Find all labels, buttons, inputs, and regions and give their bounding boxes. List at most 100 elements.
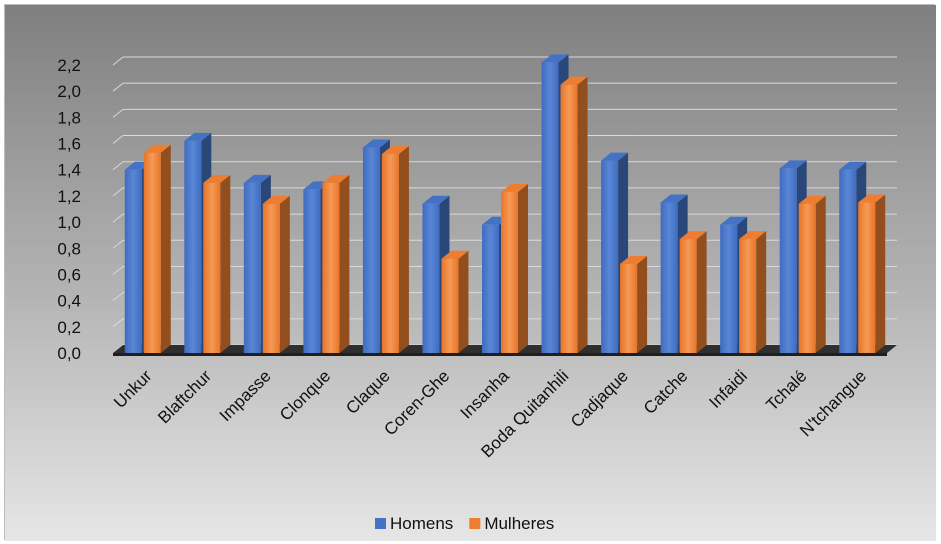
bar-top [422, 195, 450, 204]
gridline-depth [112, 135, 124, 144]
bar-side [637, 255, 648, 353]
gridline-depth [112, 161, 124, 171]
y-tick-label: 1,8 [57, 108, 81, 127]
bar-mulheres-13 [858, 194, 886, 353]
bar-mulheres-2 [203, 174, 231, 353]
bar-front [560, 84, 578, 354]
gridline-depth [112, 187, 124, 197]
bar-front [184, 140, 202, 353]
bar-top [798, 195, 826, 204]
bar-top [441, 250, 469, 259]
bar-front [501, 191, 518, 353]
bar-front [441, 258, 459, 353]
bar-mulheres-9 [620, 255, 648, 353]
bar-side [220, 174, 231, 353]
y-tick-label: 0,4 [57, 292, 81, 311]
legend: Homens Mulheres [375, 514, 554, 533]
bar-front [124, 169, 142, 353]
bar-front [739, 239, 757, 353]
bar-front [362, 147, 380, 353]
y-tick-label: 0,6 [57, 265, 81, 284]
bar-side [279, 195, 290, 353]
bar-front [303, 189, 321, 353]
bar-top [143, 144, 171, 153]
bar-top [243, 174, 271, 183]
bar-side [458, 250, 469, 353]
gridline-depth [112, 56, 124, 66]
bar-top [203, 174, 231, 183]
legend-swatch-homens [375, 518, 386, 529]
bar-top [381, 146, 409, 155]
bar-front [720, 224, 738, 353]
bar-front [679, 239, 697, 353]
bar-side [756, 231, 767, 353]
bar-mulheres-10 [679, 231, 707, 353]
bar-top [660, 194, 688, 203]
bar-top [322, 174, 350, 183]
gridline-depth [112, 266, 124, 275]
bars [124, 54, 886, 354]
bar-front [243, 182, 261, 353]
gridline-depth [112, 108, 124, 118]
y-tick-label: 1,0 [57, 213, 81, 232]
bar-front [262, 203, 280, 353]
bar-front [322, 182, 340, 353]
gridline-depth [112, 318, 124, 328]
y-tick-label: 1,6 [57, 135, 81, 154]
bar-mulheres-7 [501, 183, 528, 353]
bar-mulheres-6 [441, 250, 469, 353]
y-tick-label: 0,2 [57, 318, 81, 337]
bar-top [501, 183, 528, 192]
bar-side [160, 144, 171, 353]
bar-front [422, 203, 440, 353]
gridline-depth [112, 292, 124, 302]
bar-side [696, 231, 707, 353]
bar-mulheres-8 [560, 76, 588, 354]
bar-front [203, 182, 221, 353]
bar-top [184, 132, 212, 141]
y-tick-label: 2,0 [57, 82, 81, 101]
bar-mulheres-4 [322, 174, 350, 353]
bar-front [620, 263, 638, 353]
bar-top [839, 161, 867, 170]
bar-front [143, 152, 161, 353]
bar-top [560, 76, 588, 85]
bar-top [779, 160, 807, 169]
bar-mulheres-3 [262, 195, 290, 353]
bar-top [679, 231, 707, 240]
bar-front [779, 168, 797, 353]
bar-top [541, 54, 569, 63]
y-tick-label: 0,0 [57, 344, 81, 363]
y-tick-label: 1,2 [57, 187, 81, 206]
gridline-depth [112, 82, 124, 92]
bar-side [518, 183, 528, 353]
bar-front [798, 203, 816, 353]
legend-label-mulheres: Mulheres [484, 514, 554, 533]
bar-side [339, 174, 350, 353]
gridline-depth [112, 239, 124, 249]
bar-mulheres-5 [381, 146, 409, 353]
bar-top [858, 194, 886, 203]
y-tick-label: 1,4 [57, 161, 81, 180]
y-tick-label: 2,2 [57, 56, 81, 75]
bar-side [815, 195, 826, 353]
chart-frame: 0,0 0,2 0,4 0,6 0,8 1,0 1,2 1,4 1,6 1,8 2,0 2,2 Unk… [4, 4, 936, 541]
bar-mulheres-1 [143, 144, 171, 353]
bar-side [875, 194, 886, 353]
y-tick-label: 0,8 [57, 239, 81, 258]
bar-chart: 0,00,20,40,60,81,01,21,41,61,82,02,2 Unk… [5, 5, 936, 541]
y-axis-ticks: 0,0 0,2 0,4 0,6 0,8 1,0 1,2 1,4 1,6 1,8 2,0 2,2 [57, 56, 81, 363]
bar-front [858, 202, 876, 353]
bar-top [739, 231, 767, 240]
bar-top [720, 216, 748, 225]
bar-mulheres-12 [798, 195, 826, 353]
bar-side [398, 146, 409, 353]
bar-top [601, 152, 629, 161]
bar-top [620, 255, 648, 264]
bar-top [362, 139, 390, 148]
bar-front [839, 169, 857, 353]
bar-front [601, 160, 619, 353]
bar-front [660, 202, 678, 353]
bar-front [482, 224, 499, 353]
bar-front [381, 154, 399, 353]
